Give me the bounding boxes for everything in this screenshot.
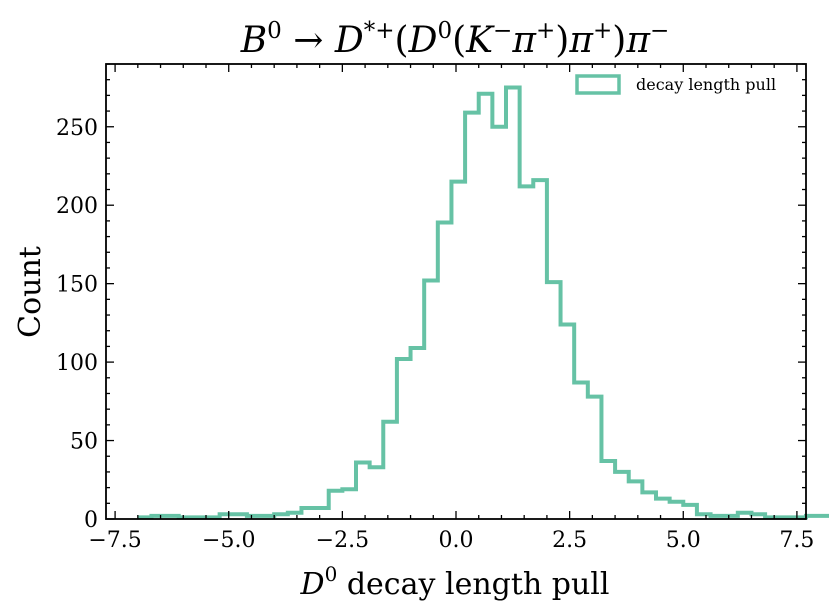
x-tick-label: 0.0 <box>439 528 474 553</box>
x-tick-label: −2.5 <box>316 528 369 553</box>
y-tick-label: 0 <box>84 508 98 533</box>
x-tick-label: 2.5 <box>552 528 587 553</box>
x-axis-ticks: −7.5 −5.0 −2.5 0.0 2.5 5.0 7.5 <box>88 64 814 553</box>
histogram-series <box>137 85 829 520</box>
y-axis-label: Count <box>13 246 48 338</box>
chart-title: B0 → D*+(D0(K−π+)π+)π− <box>240 18 670 61</box>
y-axis-ticks: 0 50 100 150 200 250 <box>56 63 806 533</box>
y-tick-label: 250 <box>56 116 98 141</box>
y-tick-label: 200 <box>56 194 98 219</box>
x-tick-label: −7.5 <box>88 528 141 553</box>
x-tick-label: −5.0 <box>202 528 255 553</box>
x-tick-label: 7.5 <box>779 528 814 553</box>
y-tick-label: 50 <box>70 430 98 455</box>
legend-label: decay length pull <box>636 75 776 94</box>
plot-frame <box>105 63 807 520</box>
x-tick-label: 5.0 <box>666 528 701 553</box>
legend: decay length pull <box>575 74 776 95</box>
legend-swatch <box>575 74 621 95</box>
x-axis-label: D0 decay length pull <box>300 562 610 602</box>
y-tick-label: 150 <box>56 273 98 298</box>
y-tick-label: 100 <box>56 351 98 376</box>
